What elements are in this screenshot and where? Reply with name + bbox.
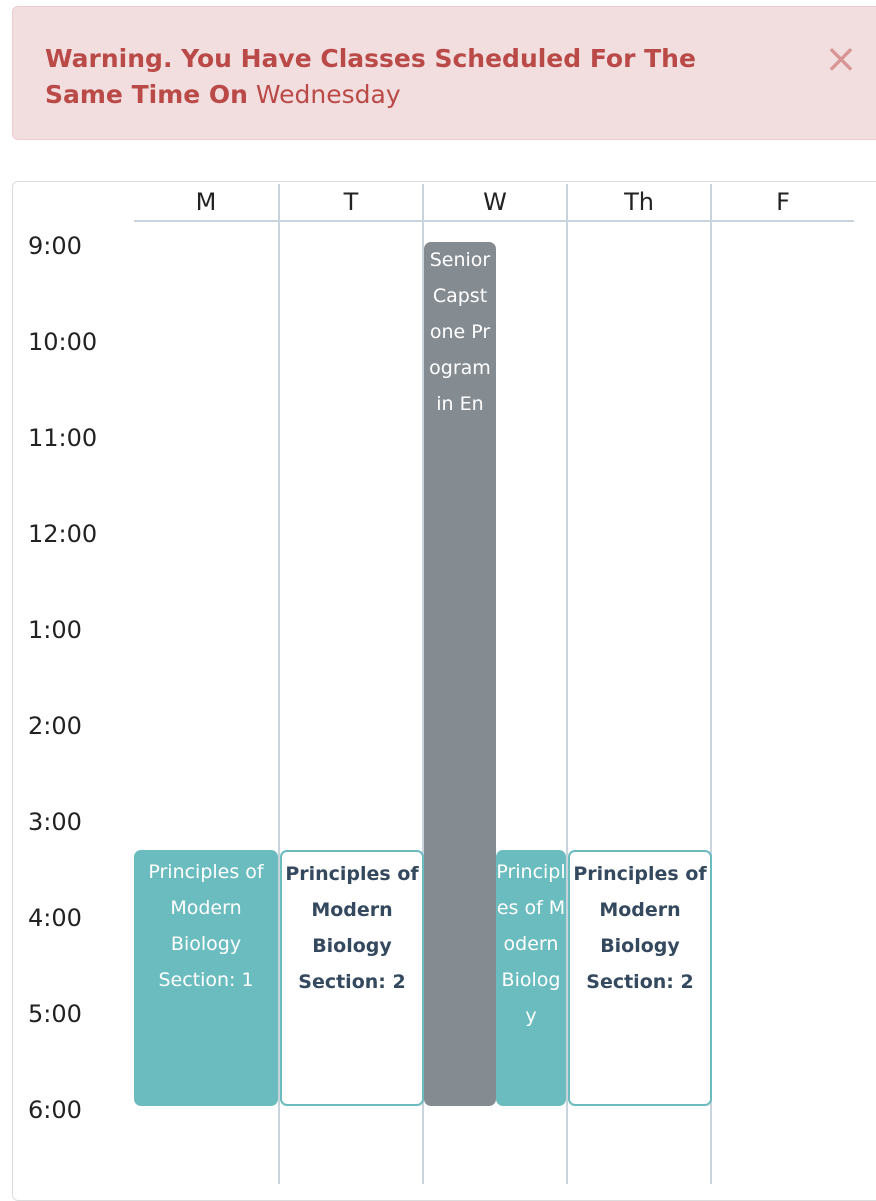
header-divider bbox=[134, 220, 854, 222]
day-header-wednesday: W bbox=[483, 188, 507, 216]
alert-day: Wednesday bbox=[255, 80, 401, 109]
column-divider bbox=[566, 184, 568, 1184]
time-label: 12:00 bbox=[28, 520, 98, 548]
event-wed-principles-biology[interactable]: Principles of Modern Biology bbox=[496, 850, 566, 1106]
time-label: 2:00 bbox=[28, 712, 82, 740]
event-mon-principles-biology[interactable]: Principles of Modern Biology Section: 1 bbox=[134, 850, 278, 1106]
day-header-friday: F bbox=[776, 188, 790, 216]
day-header-monday: M bbox=[195, 188, 217, 216]
time-label: 6:00 bbox=[28, 1096, 82, 1124]
event-wed-senior-capstone[interactable]: Senior Capstone Program in En bbox=[424, 242, 496, 1106]
time-label: 4:00 bbox=[28, 904, 82, 932]
time-label: 9:00 bbox=[28, 232, 82, 260]
alert-message: Warning. You Have Classes Scheduled For … bbox=[45, 41, 765, 113]
event-tue-principles-biology[interactable]: Principles of Modern Biology Section: 2 bbox=[280, 850, 424, 1106]
day-header-thursday: Th bbox=[624, 188, 654, 216]
close-icon[interactable]: × bbox=[824, 36, 858, 82]
time-label: 10:00 bbox=[28, 328, 98, 356]
time-label: 1:00 bbox=[28, 616, 82, 644]
alert-strong-text: Warning. You Have Classes Scheduled For … bbox=[45, 44, 696, 109]
column-divider bbox=[422, 184, 424, 1184]
event-thu-principles-biology[interactable]: Principles of Modern Biology Section: 2 bbox=[568, 850, 712, 1106]
conflict-alert: Warning. You Have Classes Scheduled For … bbox=[12, 6, 876, 140]
time-label: 11:00 bbox=[28, 424, 98, 452]
day-header-tuesday: T bbox=[343, 188, 359, 216]
column-divider bbox=[278, 184, 280, 1184]
column-divider bbox=[710, 184, 712, 1184]
time-label: 5:00 bbox=[28, 1000, 82, 1028]
time-label: 3:00 bbox=[28, 808, 82, 836]
